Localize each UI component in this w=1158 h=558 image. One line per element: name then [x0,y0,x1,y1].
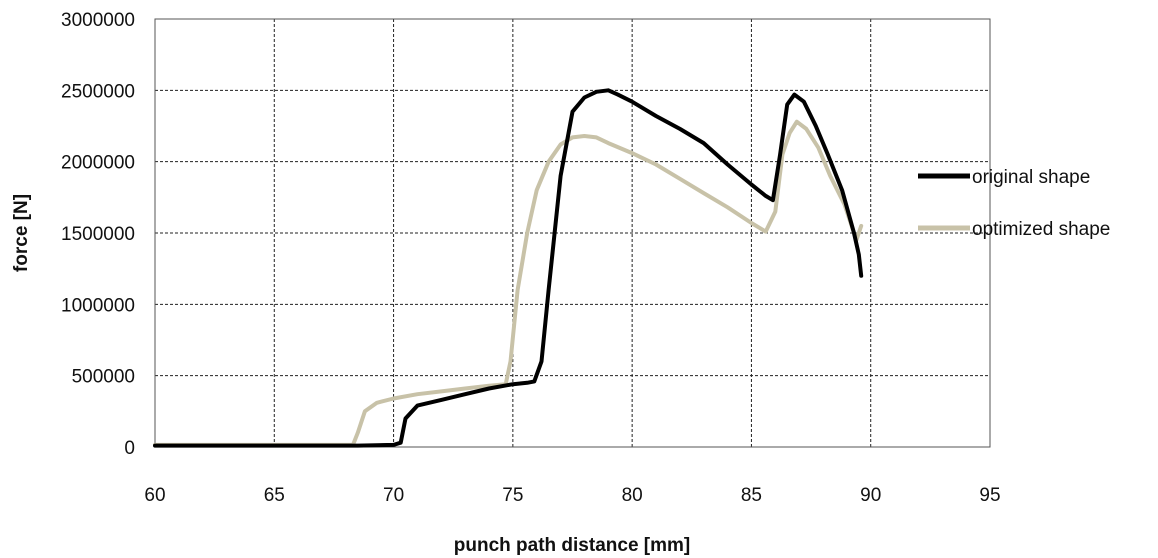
y-tick-label: 1500000 [61,224,135,245]
y-axis-tick-labels: 0 500000 1000000 1500000 2000000 2500000 30000… [61,10,135,459]
series-lines [155,90,861,445]
x-tick-label: 95 [979,485,1000,506]
y-tick-label: 0 [124,438,135,459]
x-tick-label: 65 [264,485,285,506]
x-axis-tick-labels: 60 65 70 75 80 85 90 95 [144,485,1000,506]
legend-label-original-shape: original shape [972,167,1090,188]
x-tick-label: 75 [502,485,523,506]
x-tick-label: 70 [383,485,404,506]
x-tick-label: 80 [622,485,643,506]
y-tick-label: 1000000 [61,295,135,316]
x-tick-label: 85 [741,485,762,506]
y-tick-label: 500000 [72,367,135,388]
y-tick-label: 2500000 [61,81,135,102]
y-tick-label: 2000000 [61,153,135,174]
legend-label-optimized-shape: optimized shape [972,219,1110,240]
x-axis-title: punch path distance [mm] [454,535,690,556]
x-tick-label: 90 [860,485,881,506]
legend-item-optimized-shape: optimized shape [918,219,1110,240]
series-line-original-shape [155,90,861,445]
series-line-optimized-shape [155,122,861,445]
grid [155,19,990,447]
legend-item-original-shape: original shape [918,167,1090,188]
legend: original shape optimized shape [918,167,1110,240]
x-tick-label: 60 [144,485,165,506]
y-axis-title: force [N] [11,194,32,272]
y-tick-label: 3000000 [61,10,135,31]
